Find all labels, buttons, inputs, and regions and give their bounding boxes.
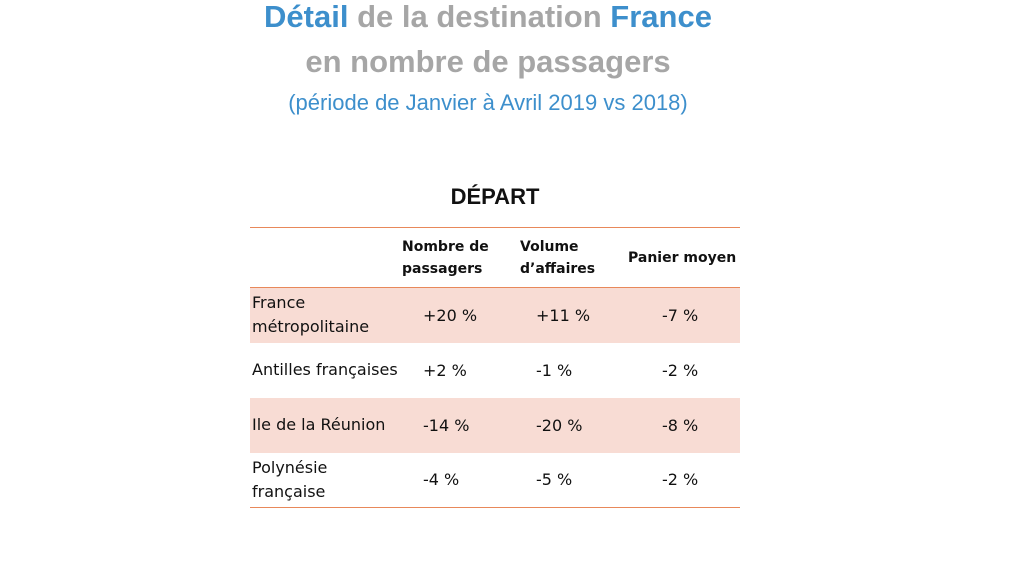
title-highlight-france: France [610,0,712,34]
header-empty [250,228,402,288]
cell-volume: +11 % [536,305,591,325]
table-header-row: Nombre de passagers Volume d’affaires Pa… [250,227,740,288]
title-period: (période de Janvier à Avril 2019 vs 2018… [288,90,688,115]
cell-panier: -7 % [662,305,699,325]
cell-panier: -2 % [662,470,699,490]
cell-panier: -2 % [662,360,699,380]
table-section-title: DÉPART [450,184,540,209]
table-row: Polynésie française -4 % -5 % -2 % [250,453,740,508]
row-label: Antilles françaises [252,360,398,379]
page-title: Détail de la destination France en nombr… [0,0,976,116]
title-line-1: Détail de la destination France [0,0,976,34]
cell-passagers: -4 % [423,470,460,490]
departure-stats-table: Nombre de passagers Volume d’affaires Pa… [250,227,740,508]
header-volume: Volume d’affaires [520,238,596,277]
table-row: Ile de la Réunion -14 % -20 % -8 % [250,397,740,453]
cell-volume: -5 % [536,470,573,490]
cell-volume: -1 % [536,360,573,380]
cell-passagers: +20 % [423,305,478,325]
table-row: Antilles françaises +2 % -1 % -2 % [250,343,740,398]
title-line-2: en nombre de passagers [305,44,671,79]
header-panier: Panier moyen [628,249,737,266]
header-passagers: Nombre de passagers [402,238,489,277]
title-highlight-detail: Détail [264,0,349,34]
cell-panier: -8 % [662,415,699,435]
row-label: Polynésie française [252,457,328,501]
cell-passagers: +2 % [423,360,467,380]
header-divider [250,287,740,288]
table-row: France métropolitaine +20 % +11 % -7 % [250,287,740,343]
title-text-middle: de la destination [348,0,611,34]
row-label: Ile de la Réunion [252,415,386,434]
cell-volume: -20 % [536,415,583,435]
cell-passagers: -14 % [423,415,470,435]
row-label: France métropolitaine [252,293,370,336]
